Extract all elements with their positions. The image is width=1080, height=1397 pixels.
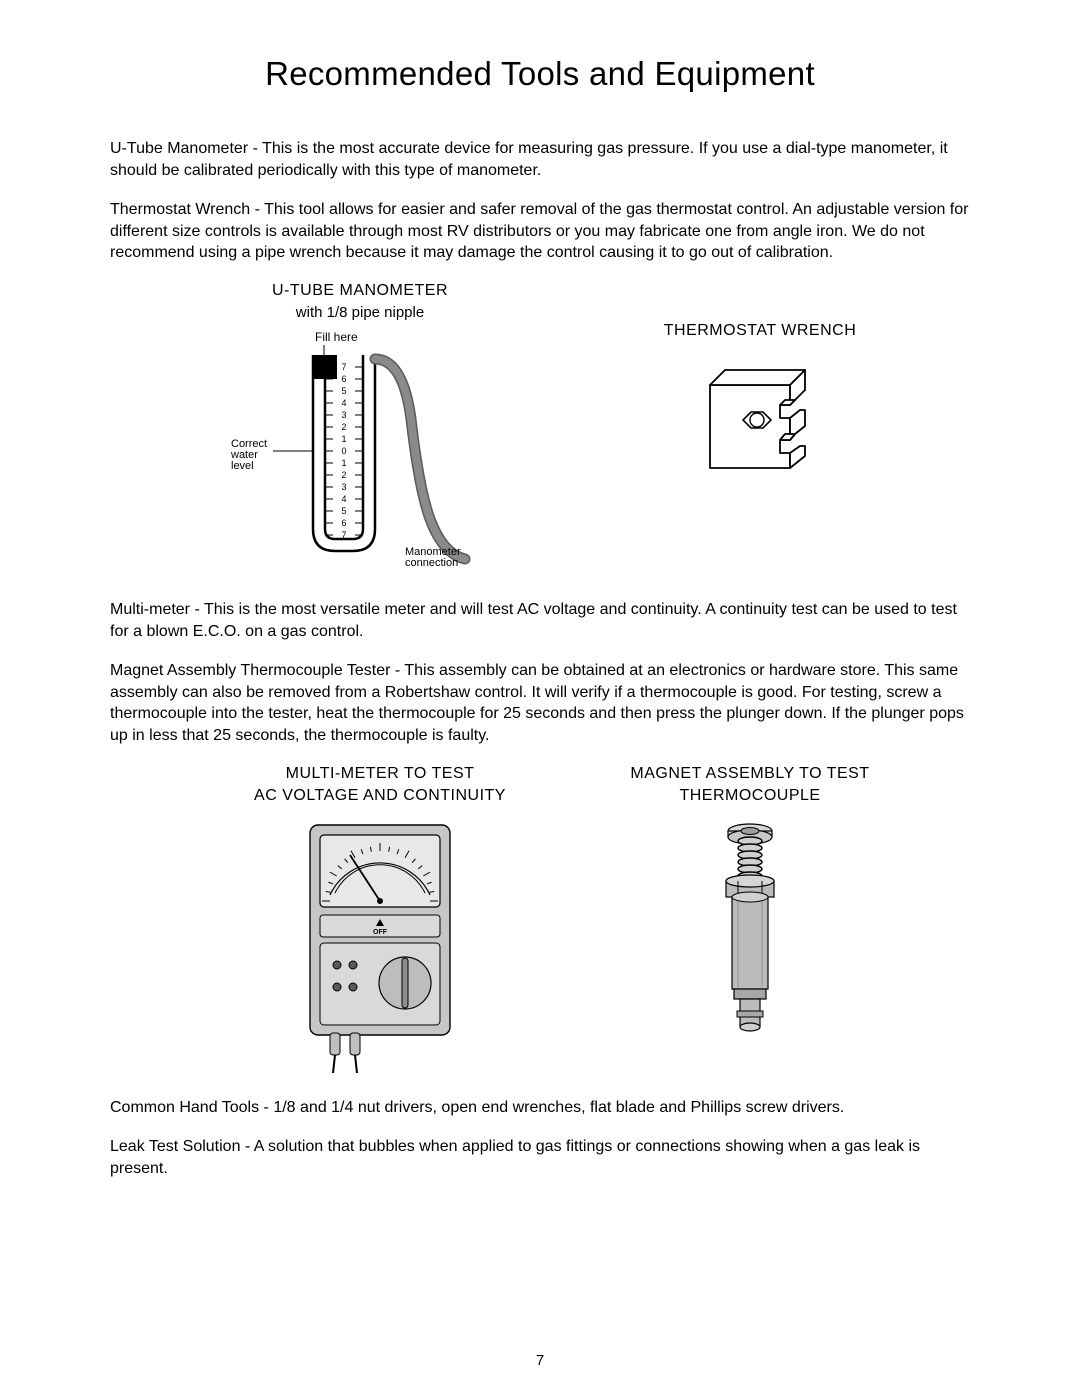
fill-here-label: Fill here bbox=[315, 330, 358, 344]
fig-mm-title2: AC VOLTAGE AND CONTINUITY bbox=[254, 787, 506, 805]
para-leak: Leak Test Solution - A solution that bub… bbox=[110, 1136, 970, 1179]
svg-text:0: 0 bbox=[341, 446, 346, 456]
para-utube: U-Tube Manometer - This is the most accu… bbox=[110, 138, 970, 181]
svg-text:3: 3 bbox=[341, 482, 346, 492]
manometer-svg: Fill here 765432101234567 Correct water … bbox=[205, 329, 515, 589]
fig-mm-title1: MULTI-METER TO TEST bbox=[286, 765, 475, 783]
figure-wrench: THERMOSTAT WRENCH bbox=[600, 322, 920, 480]
svg-text:7: 7 bbox=[341, 530, 346, 540]
svg-text:3: 3 bbox=[341, 410, 346, 420]
wrench-svg bbox=[685, 360, 835, 480]
manometer-scale: 7 6 5 4 3 2 1 0 1 2 3 4 5 6 7 bbox=[325, 362, 363, 540]
off-label: OFF bbox=[373, 929, 388, 936]
fig-manometer-subtitle: with 1/8 pipe nipple bbox=[296, 304, 424, 321]
svg-text:4: 4 bbox=[341, 494, 346, 504]
figure-manometer: U-TUBE MANOMETER with 1/8 pipe nipple Fi… bbox=[180, 282, 540, 589]
fig-manometer-title: U-TUBE MANOMETER bbox=[272, 282, 448, 300]
figure-row-2: MULTI-METER TO TEST AC VOLTAGE AND CONTI… bbox=[110, 765, 970, 1075]
figure-magnet: MAGNET ASSEMBLY TO TEST THERMOCOUPLE bbox=[590, 765, 910, 1045]
svg-text:1: 1 bbox=[341, 458, 346, 468]
svg-text:5: 5 bbox=[341, 386, 346, 396]
page-title: Recommended Tools and Equipment bbox=[110, 55, 970, 93]
page-number: 7 bbox=[0, 1352, 1080, 1369]
svg-text:6: 6 bbox=[341, 374, 346, 384]
fig-mag-title1: MAGNET ASSEMBLY TO TEST bbox=[630, 765, 869, 783]
multimeter-svg: OFF bbox=[275, 815, 485, 1075]
para-magnet: Magnet Assembly Thermocouple Tester - Th… bbox=[110, 660, 970, 746]
para-handtools: Common Hand Tools - 1/8 and 1/4 nut driv… bbox=[110, 1097, 970, 1119]
svg-text:4: 4 bbox=[341, 398, 346, 408]
figure-multimeter: MULTI-METER TO TEST AC VOLTAGE AND CONTI… bbox=[200, 765, 560, 1075]
para-wrench: Thermostat Wrench - This tool allows for… bbox=[110, 199, 970, 264]
svg-text:5: 5 bbox=[341, 506, 346, 516]
magnet-svg bbox=[690, 815, 810, 1045]
para-multimeter: Multi-meter - This is the most versatile… bbox=[110, 599, 970, 642]
svg-text:connection: connection bbox=[405, 557, 458, 569]
svg-text:2: 2 bbox=[341, 470, 346, 480]
figure-row-1: U-TUBE MANOMETER with 1/8 pipe nipple Fi… bbox=[110, 282, 970, 589]
fig-wrench-title: THERMOSTAT WRENCH bbox=[664, 322, 857, 340]
svg-text:6: 6 bbox=[341, 518, 346, 528]
svg-text:1: 1 bbox=[341, 434, 346, 444]
spring-icon bbox=[738, 837, 762, 880]
svg-text:2: 2 bbox=[341, 422, 346, 432]
svg-text:7: 7 bbox=[341, 362, 346, 372]
svg-text:level: level bbox=[231, 460, 254, 472]
fig-mag-title2: THERMOCOUPLE bbox=[679, 787, 820, 805]
